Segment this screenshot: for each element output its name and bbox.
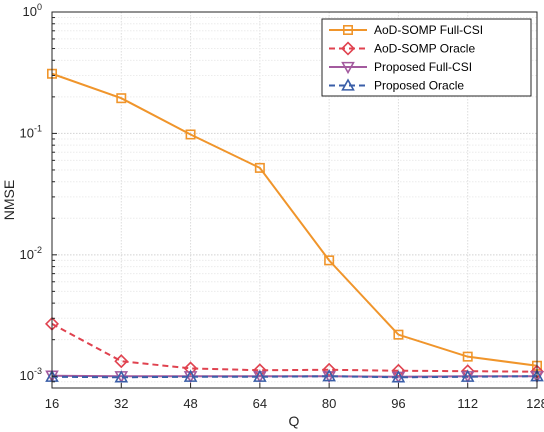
- legend-swatch-marker: [341, 78, 355, 91]
- legend-label: Proposed Oracle: [374, 79, 464, 93]
- data-point: [183, 369, 198, 382]
- data-point: [114, 354, 129, 369]
- data-point: [254, 162, 265, 173]
- legend: AoD-SOMP Full-CSI AoD-SOMP Oracle Proposed…: [321, 18, 532, 97]
- legend-swatch-marker: [342, 24, 353, 35]
- ticks: 16 32 48 64 80 96 112 128 10-3 10-2 10-1 100: [20, 2, 544, 411]
- x-axis-title: Q: [289, 413, 300, 429]
- x-tick-label: 32: [114, 396, 128, 411]
- x-tick-label: 112: [457, 396, 478, 411]
- data-point: [391, 370, 406, 383]
- series-0: [46, 68, 542, 371]
- series-line: [51, 322, 538, 373]
- y-axis-title: NMSE: [1, 180, 17, 220]
- x-tick-label: 48: [183, 396, 197, 411]
- x-tick-label: 16: [45, 396, 59, 411]
- data-point: [116, 93, 127, 104]
- plot-frame: [51, 11, 538, 389]
- data-point: [185, 129, 196, 140]
- data-point: [460, 369, 475, 382]
- y-tick-label: 10-1: [20, 123, 42, 140]
- series-line: [51, 72, 538, 367]
- data-point: [114, 370, 129, 383]
- y-tick-label: 100: [23, 2, 42, 19]
- series-layer: [44, 68, 544, 384]
- y-tick-label: 10-3: [20, 366, 42, 383]
- x-tick-label: 64: [253, 396, 267, 411]
- data-point: [462, 351, 473, 362]
- data-point: [324, 255, 335, 266]
- y-tick-label: 10-2: [20, 245, 42, 262]
- x-tick-label: 128: [526, 396, 544, 411]
- series-line: [51, 375, 538, 379]
- data-point: [253, 369, 267, 382]
- data-point: [393, 329, 404, 340]
- x-tick-label: 96: [391, 396, 405, 411]
- legend-swatch-marker: [340, 41, 356, 56]
- legend-label: AoD-SOMP Oracle: [374, 42, 475, 56]
- legend-swatch-marker: [341, 61, 355, 75]
- data-point: [322, 369, 336, 382]
- legend-label: AoD-SOMP Full-CSI: [374, 23, 483, 37]
- data-point: [183, 361, 198, 376]
- x-tick-label: 80: [322, 396, 336, 411]
- legend-box: [321, 18, 532, 97]
- legend-label: Proposed Full-CSI: [374, 60, 472, 74]
